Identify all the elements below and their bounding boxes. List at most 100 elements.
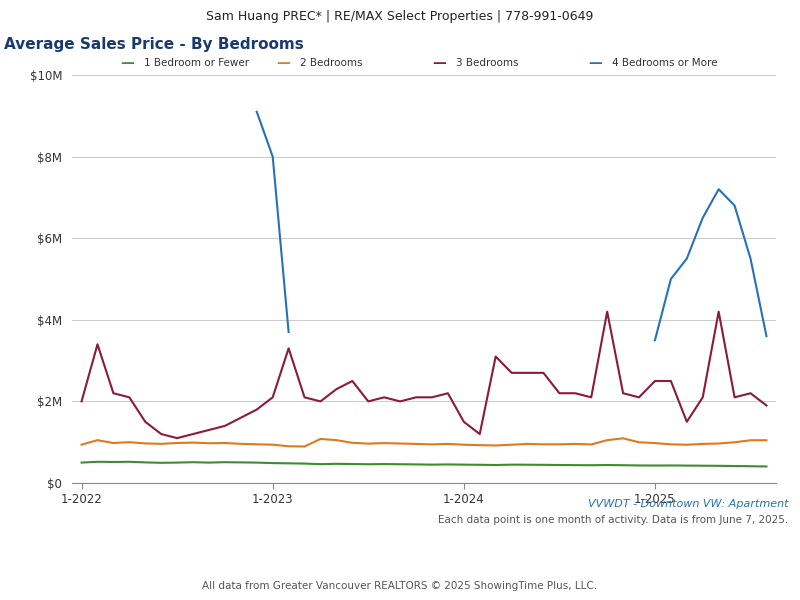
Text: Each data point is one month of activity. Data is from June 7, 2025.: Each data point is one month of activity… xyxy=(438,515,788,525)
3 Bedrooms xyxy=(491,353,501,360)
1 Bedroom or Fewer xyxy=(762,463,771,470)
1 Bedroom or Fewer xyxy=(252,459,262,466)
1 Bedroom or Fewer xyxy=(220,458,230,466)
2 Bedrooms xyxy=(395,440,405,447)
1 Bedroom or Fewer xyxy=(554,461,564,469)
Text: VVWDT - Downtown VW: Apartment: VVWDT - Downtown VW: Apartment xyxy=(587,499,788,509)
2 Bedrooms xyxy=(698,440,707,448)
3 Bedrooms xyxy=(459,418,469,425)
Text: —: — xyxy=(432,56,446,70)
2 Bedrooms xyxy=(554,441,564,448)
2 Bedrooms xyxy=(682,441,692,448)
2 Bedrooms xyxy=(204,440,214,447)
2 Bedrooms xyxy=(172,439,182,446)
1 Bedroom or Fewer xyxy=(363,461,373,468)
1 Bedroom or Fewer xyxy=(395,461,405,468)
2 Bedrooms xyxy=(522,440,532,448)
3 Bedrooms xyxy=(109,389,118,397)
2 Bedrooms xyxy=(602,437,612,444)
1 Bedroom or Fewer xyxy=(125,458,134,466)
2 Bedrooms xyxy=(284,443,294,450)
1 Bedroom or Fewer xyxy=(77,459,86,466)
2 Bedrooms xyxy=(746,437,755,444)
Text: —: — xyxy=(276,56,290,70)
3 Bedrooms xyxy=(475,430,485,437)
1 Bedroom or Fewer xyxy=(618,461,628,469)
3 Bedrooms xyxy=(666,377,676,385)
1 Bedroom or Fewer xyxy=(427,461,437,468)
1 Bedroom or Fewer xyxy=(650,462,660,469)
1 Bedroom or Fewer xyxy=(284,460,294,467)
1 Bedroom or Fewer xyxy=(602,461,612,469)
1 Bedroom or Fewer xyxy=(491,461,501,469)
3 Bedrooms xyxy=(395,398,405,405)
3 Bedrooms xyxy=(188,430,198,437)
2 Bedrooms xyxy=(570,440,580,448)
4 Bedrooms or More xyxy=(268,153,278,160)
1 Bedroom or Fewer xyxy=(204,459,214,466)
2 Bedrooms xyxy=(618,435,628,442)
1 Bedroom or Fewer xyxy=(459,461,469,468)
1 Bedroom or Fewer xyxy=(331,460,341,467)
2 Bedrooms xyxy=(363,440,373,447)
3 Bedrooms xyxy=(698,394,707,401)
Text: 1 Bedroom or Fewer: 1 Bedroom or Fewer xyxy=(144,58,249,68)
2 Bedrooms xyxy=(331,437,341,444)
1 Bedroom or Fewer xyxy=(698,462,707,469)
1 Bedroom or Fewer xyxy=(522,461,532,469)
2 Bedrooms xyxy=(762,437,771,444)
1 Bedroom or Fewer xyxy=(586,461,596,469)
3 Bedrooms xyxy=(746,389,755,397)
1 Bedroom or Fewer xyxy=(268,460,278,467)
3 Bedrooms xyxy=(730,394,739,401)
3 Bedrooms xyxy=(554,389,564,397)
3 Bedrooms xyxy=(172,434,182,442)
3 Bedrooms xyxy=(650,377,660,385)
3 Bedrooms xyxy=(682,418,692,425)
3 Bedrooms xyxy=(284,345,294,352)
1 Bedroom or Fewer xyxy=(570,461,580,469)
3 Bedrooms xyxy=(618,389,628,397)
Line: 1 Bedroom or Fewer: 1 Bedroom or Fewer xyxy=(82,462,766,466)
2 Bedrooms xyxy=(650,439,660,446)
2 Bedrooms xyxy=(347,439,357,446)
2 Bedrooms xyxy=(427,441,437,448)
2 Bedrooms xyxy=(220,439,230,446)
1 Bedroom or Fewer xyxy=(236,459,246,466)
3 Bedrooms xyxy=(77,398,86,405)
2 Bedrooms xyxy=(316,436,326,443)
1 Bedroom or Fewer xyxy=(507,461,517,468)
3 Bedrooms xyxy=(268,394,278,401)
2 Bedrooms xyxy=(491,442,501,449)
3 Bedrooms xyxy=(316,398,326,405)
3 Bedrooms xyxy=(714,308,723,315)
2 Bedrooms xyxy=(507,441,517,448)
1 Bedroom or Fewer xyxy=(730,463,739,470)
3 Bedrooms xyxy=(634,394,644,401)
Text: Sam Huang PREC* | RE/MAX Select Properties | 778-991-0649: Sam Huang PREC* | RE/MAX Select Properti… xyxy=(206,10,594,23)
2 Bedrooms xyxy=(666,441,676,448)
3 Bedrooms xyxy=(379,394,389,401)
2 Bedrooms xyxy=(411,440,421,448)
Text: 4 Bedrooms or More: 4 Bedrooms or More xyxy=(612,58,718,68)
3 Bedrooms xyxy=(220,422,230,430)
1 Bedroom or Fewer xyxy=(300,460,310,467)
2 Bedrooms xyxy=(93,437,102,444)
1 Bedroom or Fewer xyxy=(347,460,357,467)
2 Bedrooms xyxy=(714,440,723,447)
2 Bedrooms xyxy=(252,441,262,448)
3 Bedrooms xyxy=(125,394,134,401)
Line: 2 Bedrooms: 2 Bedrooms xyxy=(82,439,766,446)
2 Bedrooms xyxy=(300,443,310,450)
1 Bedroom or Fewer xyxy=(316,461,326,468)
Line: 4 Bedrooms or More: 4 Bedrooms or More xyxy=(257,112,289,332)
3 Bedrooms xyxy=(347,377,357,385)
2 Bedrooms xyxy=(586,441,596,448)
1 Bedroom or Fewer xyxy=(172,459,182,466)
3 Bedrooms xyxy=(522,369,532,376)
Text: 3 Bedrooms: 3 Bedrooms xyxy=(456,58,518,68)
2 Bedrooms xyxy=(634,439,644,446)
3 Bedrooms xyxy=(411,394,421,401)
1 Bedroom or Fewer xyxy=(93,458,102,466)
Text: Average Sales Price - By Bedrooms: Average Sales Price - By Bedrooms xyxy=(4,37,304,52)
